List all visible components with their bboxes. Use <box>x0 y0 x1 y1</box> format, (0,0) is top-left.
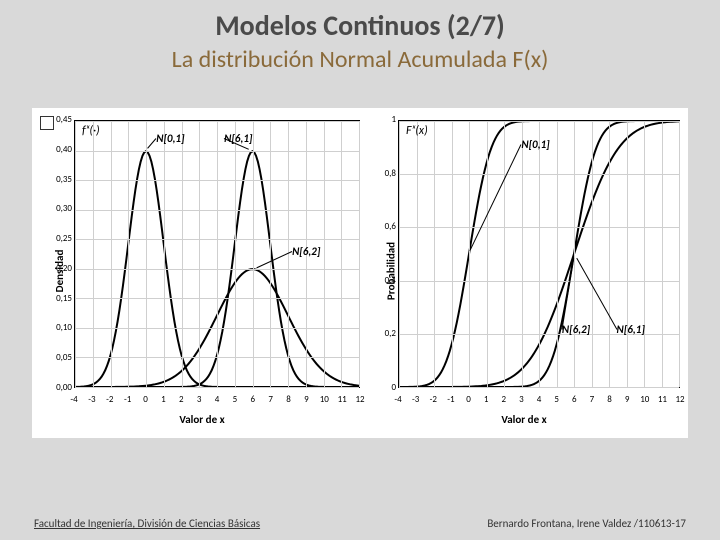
xtick: 8 <box>603 394 617 405</box>
xtick: 1 <box>479 394 493 405</box>
xtick: 7 <box>264 394 278 405</box>
xtick: 11 <box>335 394 349 405</box>
xtick: -1 <box>121 394 135 405</box>
cdf-xlabel: Valor de x <box>366 413 682 426</box>
xtick: 6 <box>246 394 260 405</box>
page-subtitle: La distribución Normal Acumulada F(x) <box>0 45 720 74</box>
ytick: 0,20 <box>46 263 72 274</box>
xtick: 2 <box>174 394 188 405</box>
footer-left: Facultad de Ingeniería, División de Cien… <box>34 517 260 530</box>
series-label: N[6,2] <box>562 323 590 336</box>
page-title: Modelos Continuos (2/7) <box>0 8 720 43</box>
xtick: 4 <box>532 394 546 405</box>
ytick: 0,30 <box>46 203 72 214</box>
xtick: 12 <box>673 394 687 405</box>
xtick: 9 <box>299 394 313 405</box>
series-label: N[6,1] <box>617 323 645 336</box>
ytick: 0,2 <box>370 328 396 339</box>
ytick: 0,45 <box>46 114 72 125</box>
ytick: 0,10 <box>46 322 72 333</box>
footer-right: Bernardo Frontana, Irene Valdez /110613-… <box>487 517 686 530</box>
xtick: -4 <box>67 394 81 405</box>
ytick: 0,35 <box>46 174 72 185</box>
pdf-panel: Densidad Valor de x 0,000,050,100,150,20… <box>42 114 362 428</box>
xtick: 12 <box>353 394 367 405</box>
xtick: 11 <box>655 394 669 405</box>
cdf-panel: Probabilidad Valor de x 0 0,2 0,4 0,6 0,8 1 -4… <box>366 114 682 428</box>
ytick: 0,05 <box>46 352 72 363</box>
series-label: N[0,1] <box>521 138 549 151</box>
xtick: -2 <box>426 394 440 405</box>
xtick: 2 <box>497 394 511 405</box>
xtick: 0 <box>462 394 476 405</box>
xtick: -3 <box>85 394 99 405</box>
fn-label: fₓ(·) <box>82 124 100 138</box>
ytick: 0,8 <box>370 168 396 179</box>
xtick: 8 <box>282 394 296 405</box>
xtick: 10 <box>317 394 331 405</box>
series-label: N[6,1] <box>224 132 252 145</box>
xtick: 3 <box>192 394 206 405</box>
series-label: N[0,1] <box>156 132 184 145</box>
xtick: 5 <box>228 394 242 405</box>
xtick: 0 <box>139 394 153 405</box>
ytick: 0,40 <box>46 144 72 155</box>
pdf-xlabel: Valor de x <box>42 413 362 426</box>
series-label: N[6,2] <box>292 245 320 258</box>
xtick: -2 <box>103 394 117 405</box>
xtick: 10 <box>638 394 652 405</box>
xtick: 5 <box>550 394 564 405</box>
ytick: 0,25 <box>46 233 72 244</box>
xtick: -3 <box>409 394 423 405</box>
xtick: 9 <box>620 394 634 405</box>
ytick: 1 <box>370 114 396 125</box>
ytick: 0,4 <box>370 275 396 286</box>
xtick: 4 <box>210 394 224 405</box>
footer: Facultad de Ingeniería, División de Cien… <box>0 517 720 530</box>
ytick: 0 <box>370 382 396 393</box>
xtick: 7 <box>585 394 599 405</box>
xtick: -4 <box>391 394 405 405</box>
figure-area: Densidad Valor de x 0,000,050,100,150,20… <box>32 108 688 438</box>
cdf-plot <box>398 120 680 388</box>
ytick: 0,6 <box>370 221 396 232</box>
cdf-ylabel: Probabilidad <box>385 242 398 300</box>
xtick: 3 <box>514 394 528 405</box>
xtick: 1 <box>156 394 170 405</box>
fn-label: Fₓ(x) <box>406 124 428 138</box>
ytick: 0,00 <box>46 382 72 393</box>
xtick: 6 <box>567 394 581 405</box>
ytick: 0,15 <box>46 293 72 304</box>
xtick: -1 <box>444 394 458 405</box>
